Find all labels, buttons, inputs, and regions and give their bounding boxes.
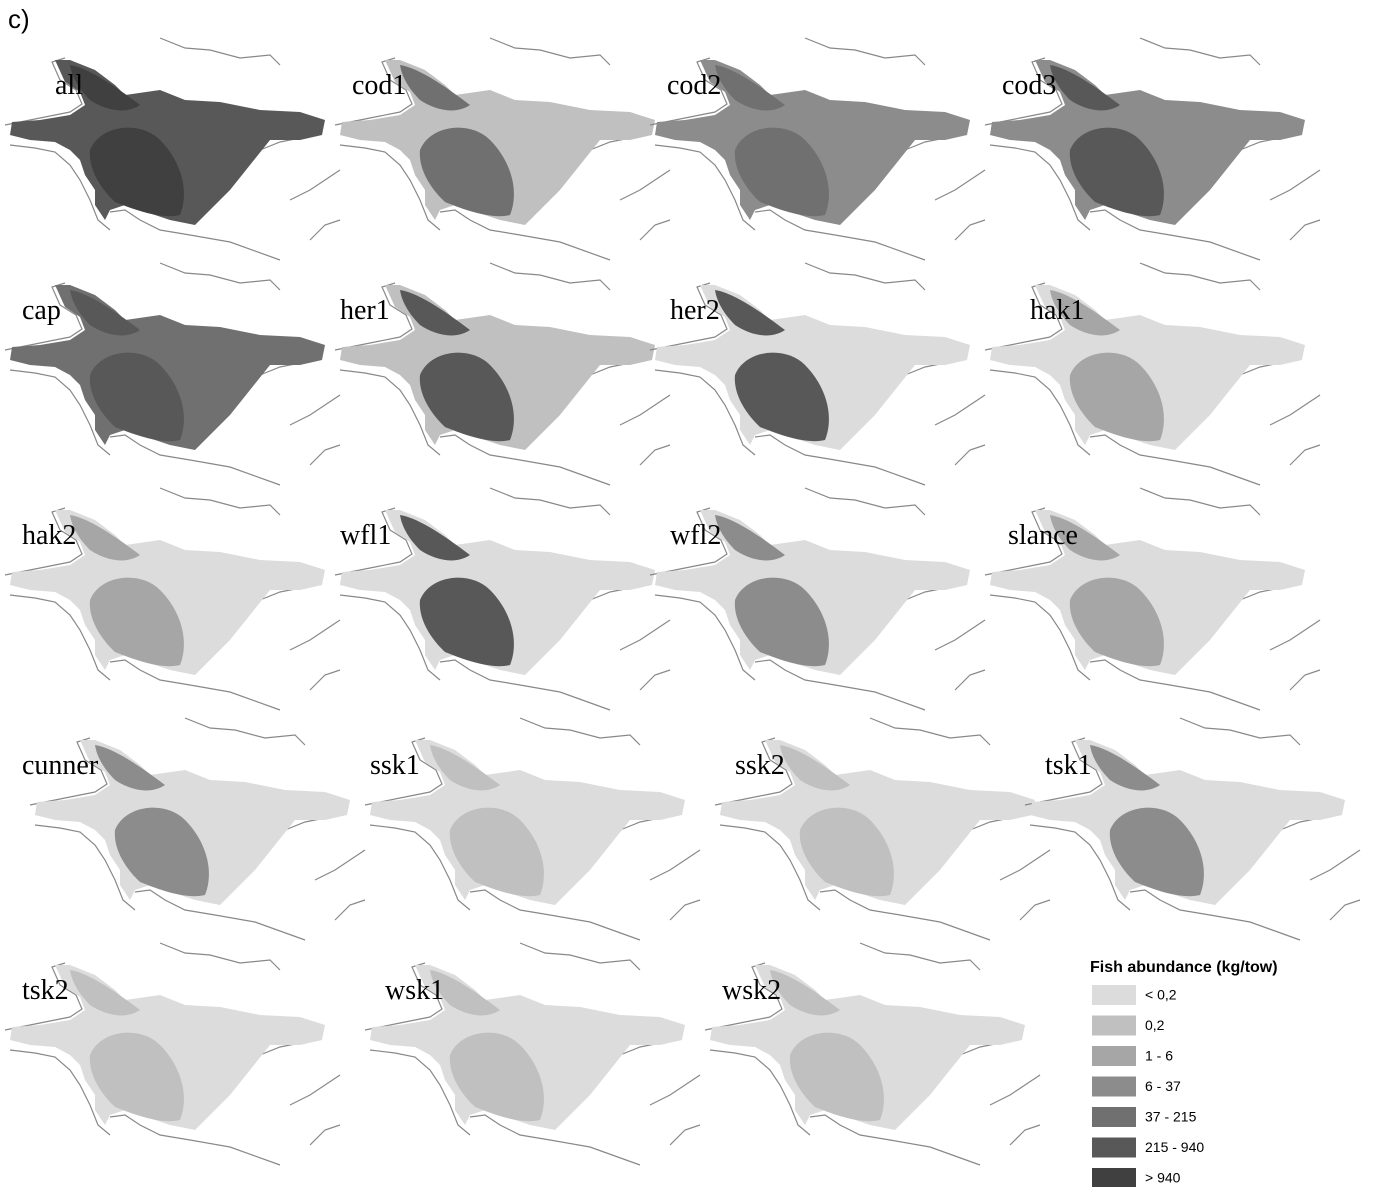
map-panel: cap [5,263,340,485]
figure: c) Fish abundance (kg/tow) < 0,2 0,2 1 - 6… [0,0,1377,1187]
map-panel: ssk1 [365,718,700,940]
panel-label: cod3 [1002,70,1056,101]
panel-label: her1 [340,295,390,326]
legend-swatch [1092,1046,1136,1066]
map-panel: her1 [335,263,670,485]
legend: < 0,2 0,2 1 - 6 6 - 37 37 - 215 215 - 940 > 94… [1092,985,1204,1187]
map-panel: cod2 [650,38,985,260]
map-panel: cunner [22,718,365,940]
panel-label: hak2 [22,520,76,551]
legend-swatch [1092,1077,1136,1097]
panel-label: hak1 [1030,295,1084,326]
panel-label: wfl1 [340,520,391,551]
legend-swatch [1092,1138,1136,1158]
panel-label: wsk2 [722,975,781,1006]
panel-label: tsk2 [22,975,69,1006]
legend-swatch [1092,1168,1136,1187]
panel-label: all [55,70,83,101]
legend-label: 215 - 940 [1145,1139,1204,1155]
map-panel: cod1 [335,38,670,260]
legend-swatch [1092,985,1136,1005]
panel-label: ssk2 [735,750,785,781]
legend-title: Fish abundance (kg/tow) [1090,959,1278,976]
panel-label: tsk1 [1045,750,1092,781]
legend-label: < 0,2 [1145,987,1177,1003]
map-panel: hak1 [985,263,1320,485]
legend-label: > 940 [1145,1170,1181,1186]
panel-label: her2 [670,295,720,326]
map-panel: wsk2 [705,943,1040,1165]
map-panel: ssk2 [715,718,1050,940]
map-panel: tsk2 [5,943,340,1165]
figure-label: c) [8,4,30,34]
panel-label: slance [1008,520,1078,551]
panel-label: cunner [22,750,99,781]
map-panel: all [5,38,340,260]
legend-label: 0,2 [1145,1017,1165,1033]
panel-label: ssk1 [370,750,420,781]
legend-swatch [1092,1016,1136,1036]
panel-label: wsk1 [385,975,444,1006]
map-panel: cod3 [985,38,1320,260]
map-panel: tsk1 [1025,718,1360,940]
legend-label: 1 - 6 [1145,1048,1173,1064]
legend-label: 37 - 215 [1145,1109,1197,1125]
panel-label: cap [22,295,61,326]
map-panel: slance [985,488,1320,710]
map-panel: wfl2 [650,488,985,710]
legend-label: 6 - 37 [1145,1078,1181,1094]
map-panel: wsk1 [365,943,700,1165]
map-panel: hak2 [5,488,340,710]
panel-label: cod2 [667,70,721,101]
map-panel: wfl1 [335,488,670,710]
map-panel: her2 [650,263,985,485]
panel-label: wfl2 [670,520,721,551]
legend-swatch [1092,1107,1136,1127]
panel-label: cod1 [352,70,406,101]
